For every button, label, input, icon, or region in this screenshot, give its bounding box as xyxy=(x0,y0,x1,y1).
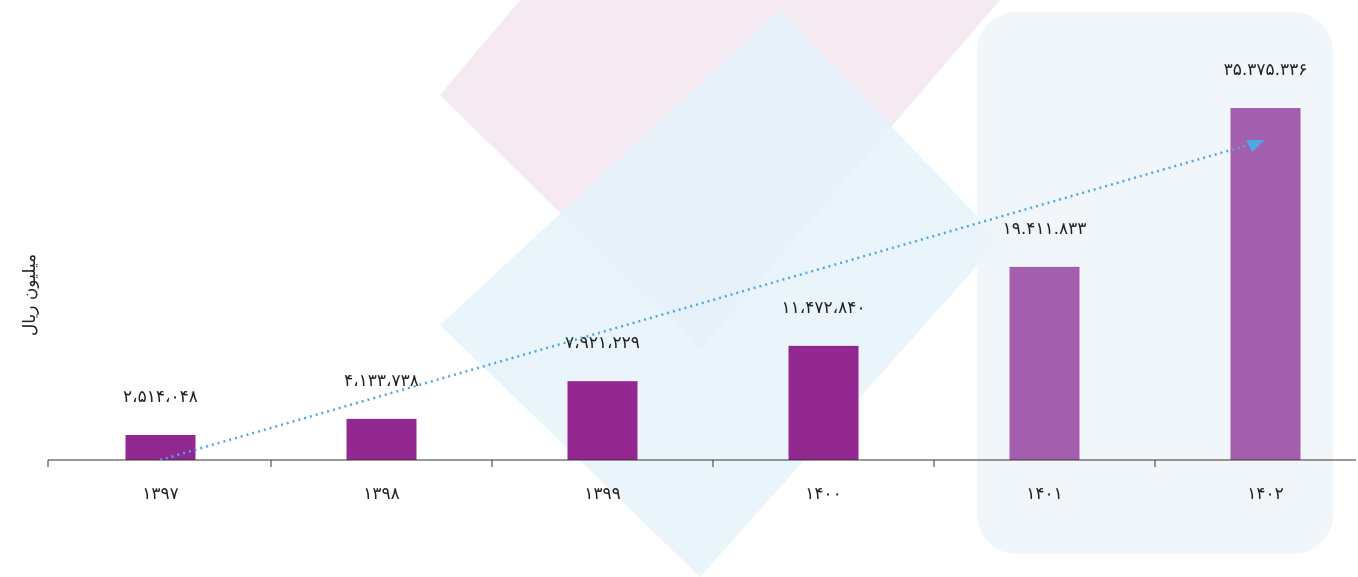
value-label: ۷،۹۲۱،۲۲۹ xyxy=(565,333,640,353)
bar xyxy=(346,418,417,460)
trend-arrow xyxy=(159,141,1256,462)
x-tick-label: ۱۴۰۲ xyxy=(1247,484,1284,504)
bar xyxy=(1009,266,1080,460)
x-tick-label: ۱۴۰۰ xyxy=(805,484,842,504)
bar xyxy=(125,434,196,460)
value-label: ۱۹.۴۱۱.۸۳۳ xyxy=(1003,219,1087,239)
x-tick-label: ۱۴۰۱ xyxy=(1026,484,1063,504)
y-axis-title: میلیون ریال xyxy=(20,254,40,336)
bar xyxy=(567,381,638,460)
x-tick-label: ۱۳۹۸ xyxy=(363,484,400,504)
x-tick-label: ۱۳۹۹ xyxy=(584,484,621,504)
x-tick-label: ۱۳۹۷ xyxy=(142,484,179,504)
arrow-head xyxy=(1246,140,1265,152)
bar xyxy=(788,345,859,460)
value-label: ۴،۱۳۳،۷۳۸ xyxy=(344,371,419,391)
value-label: ۲،۵۱۴،۰۴۸ xyxy=(123,387,198,407)
value-label: ۳۵.۳۷۵.۳۳۶ xyxy=(1224,60,1308,80)
bar xyxy=(1230,108,1301,460)
value-label: ۱۱،۴۷۲،۸۴۰ xyxy=(781,298,865,318)
